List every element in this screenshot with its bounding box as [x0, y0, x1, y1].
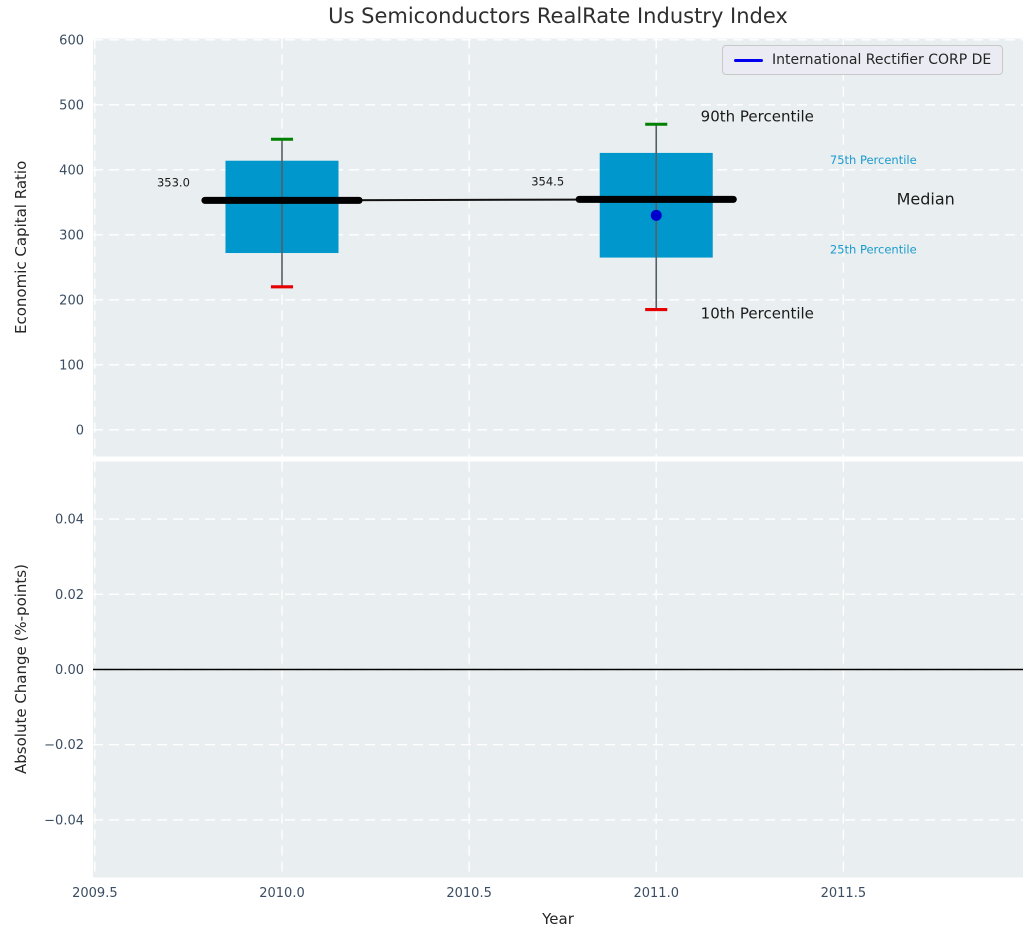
panel-1: 0.04 0.02 0.00 −0.02 −0.04 — [44, 461, 1023, 878]
y-tick-label: 0.00 — [55, 663, 84, 678]
annotation: 25th Percentile — [830, 243, 917, 257]
y-tick-label: 0.02 — [55, 588, 84, 603]
annotation: 354.5 — [531, 174, 564, 188]
y-tick-label: 300 — [59, 228, 84, 243]
legend-label: International Rectifier CORP DE — [772, 52, 992, 68]
y-tick-label: −0.02 — [44, 738, 84, 753]
x-axis-label: Year — [542, 910, 574, 928]
chart-title: Us Semiconductors RealRate Industry Inde… — [328, 4, 788, 28]
legend-line-sample-icon — [734, 58, 763, 62]
legend: International Rectifier CORP DE — [722, 45, 1004, 75]
y-tick-label: 500 — [59, 98, 84, 113]
y-tick-label: 400 — [59, 163, 84, 178]
annotation: 75th Percentile — [830, 153, 917, 167]
y-axis-label-top: Economic Capital Ratio — [12, 160, 30, 334]
x-tick-label: 2009.5 — [72, 886, 118, 901]
company-point — [650, 209, 662, 221]
y-tick-label: 0.04 — [55, 513, 84, 528]
x-tick-label: 2010.5 — [446, 886, 492, 901]
annotation: 10th Percentile — [701, 305, 814, 323]
panel-0: 0 100 200 300 400 500 600 353.0 354.5 90th Percen… — [59, 33, 1023, 457]
annotation: 353.0 — [157, 176, 190, 190]
y-tick-label: 200 — [59, 293, 84, 308]
annotation: 90th Percentile — [701, 108, 814, 126]
y-tick-label: 600 — [59, 33, 84, 48]
annotation: Median — [897, 189, 955, 208]
y-tick-label: −0.04 — [44, 813, 84, 828]
x-tick-label: 2011.0 — [633, 886, 679, 901]
x-tick-label: 2010.0 — [259, 886, 305, 901]
y-tick-label: 100 — [59, 358, 84, 373]
x-tick-label: 2011.5 — [821, 886, 867, 901]
y-axis-label-bottom: Absolute Change (%-points) — [12, 564, 30, 774]
y-tick-label: 0 — [76, 423, 84, 438]
